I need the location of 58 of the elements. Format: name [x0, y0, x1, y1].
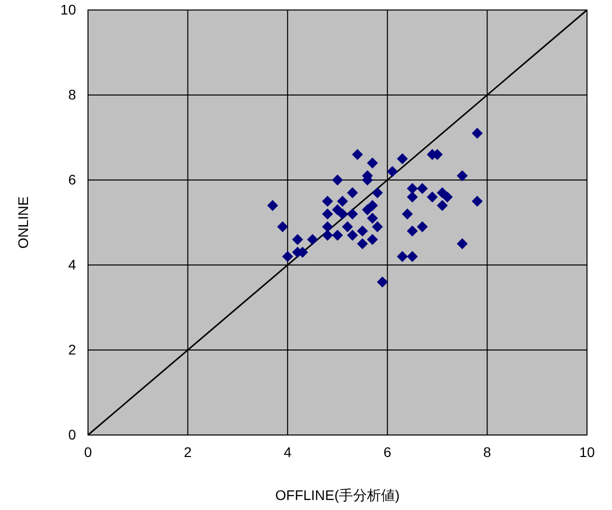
point: [322, 230, 333, 241]
point: [396, 251, 408, 262]
point: [456, 170, 468, 182]
point: [307, 234, 318, 245]
x-tick-label: 6: [384, 444, 392, 460]
y-tick-label: 8: [68, 86, 76, 102]
x-axis-title: OFFLINE(手分析値): [275, 487, 400, 503]
point: [356, 238, 368, 250]
point: [322, 208, 333, 220]
point: [366, 158, 378, 168]
point: [436, 200, 448, 211]
point: [322, 221, 333, 232]
point: [442, 192, 453, 202]
x-tick-label: 0: [84, 444, 92, 460]
y-tick-label: 2: [68, 341, 76, 358]
point: [376, 276, 388, 288]
point: [267, 200, 278, 211]
x-tick-label: 8: [483, 444, 492, 460]
point: [366, 234, 378, 245]
point: [332, 230, 343, 241]
point: [402, 208, 413, 220]
point: [292, 234, 304, 245]
point: [346, 230, 358, 241]
y-tick-label: 6: [68, 171, 76, 188]
point: [282, 251, 294, 262]
point: [337, 196, 348, 207]
point: [372, 187, 383, 198]
point: [337, 208, 348, 220]
point: [346, 208, 358, 220]
y-axis-title: ONLINE: [15, 196, 31, 249]
point: [472, 196, 483, 207]
point: [456, 238, 468, 250]
point: [277, 221, 288, 232]
x-tick-label: 10: [579, 444, 595, 460]
point: [406, 251, 418, 262]
point: [406, 226, 418, 236]
point: [406, 183, 418, 194]
point: [366, 200, 378, 211]
point: [386, 166, 398, 177]
point: [366, 212, 378, 224]
point: [472, 128, 483, 139]
y-tick-label: 4: [68, 256, 76, 272]
point: [346, 187, 358, 198]
point: [356, 226, 368, 236]
y-tick-label: 0: [68, 426, 76, 442]
point: [406, 192, 418, 202]
point: [332, 174, 343, 186]
point: [396, 153, 408, 164]
point: [426, 192, 438, 202]
y-tick-label: 10: [60, 1, 76, 18]
point: [416, 183, 428, 194]
point: [372, 221, 383, 232]
point: [342, 221, 353, 232]
point: [322, 196, 333, 207]
x-tick-label: 2: [184, 444, 192, 460]
point: [416, 221, 428, 232]
x-tick-label: 4: [284, 444, 292, 460]
point: [352, 149, 363, 160]
